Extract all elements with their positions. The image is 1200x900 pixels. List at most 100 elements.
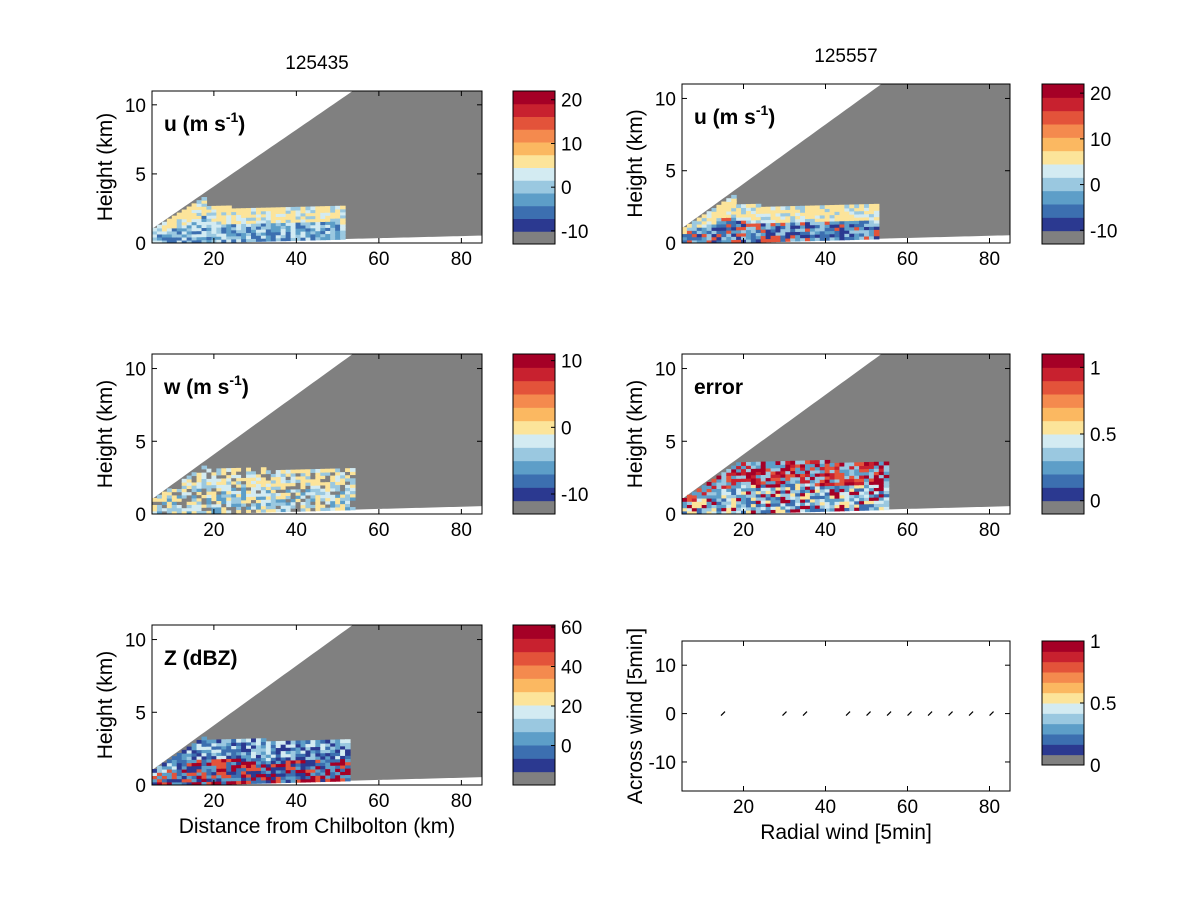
data-cell bbox=[839, 497, 845, 502]
data-cell bbox=[706, 236, 713, 241]
data-cell bbox=[315, 771, 321, 776]
data-cell bbox=[325, 478, 331, 483]
data-cell bbox=[824, 224, 831, 229]
data-cell bbox=[716, 236, 722, 241]
data-cell bbox=[255, 505, 262, 510]
data-cell bbox=[330, 224, 336, 228]
data-cell bbox=[780, 231, 786, 236]
x-tick-label: 60 bbox=[368, 520, 389, 541]
data-cell bbox=[280, 210, 287, 214]
data-cell bbox=[325, 739, 331, 744]
colorbar-swatch bbox=[1042, 164, 1084, 178]
data-cell bbox=[231, 493, 237, 498]
data-cell bbox=[878, 477, 885, 482]
data-cell bbox=[800, 237, 806, 242]
data-cell bbox=[196, 497, 203, 502]
data-cell bbox=[176, 759, 183, 764]
data-cell bbox=[181, 221, 188, 226]
data-cell bbox=[849, 465, 855, 470]
data-cell bbox=[186, 215, 193, 220]
data-cell bbox=[750, 509, 757, 514]
data-cell bbox=[320, 497, 326, 502]
data-cell bbox=[859, 204, 865, 209]
data-cell bbox=[201, 500, 208, 505]
data-cell bbox=[868, 487, 875, 492]
data-cell bbox=[246, 470, 252, 475]
data-cell bbox=[186, 236, 193, 241]
data-cell bbox=[161, 221, 168, 226]
data-cell bbox=[251, 773, 257, 778]
data-cell bbox=[755, 232, 762, 237]
data-cell bbox=[246, 499, 252, 504]
data-cell bbox=[721, 472, 727, 477]
data-cell bbox=[260, 467, 267, 472]
data-cell bbox=[849, 475, 855, 480]
data-cell bbox=[819, 488, 826, 493]
data-cell bbox=[315, 209, 321, 213]
data-cell bbox=[236, 764, 242, 769]
data-cell bbox=[800, 212, 806, 216]
data-cell bbox=[854, 487, 860, 492]
data-cell bbox=[280, 234, 287, 239]
data-cell bbox=[839, 491, 845, 496]
data-cell bbox=[706, 501, 713, 505]
data-cell bbox=[790, 206, 796, 210]
data-cell bbox=[196, 484, 203, 489]
data-cell bbox=[166, 775, 173, 780]
data-cell bbox=[186, 772, 193, 776]
data-cell bbox=[325, 742, 331, 747]
data-cell bbox=[265, 757, 272, 762]
data-cell bbox=[315, 507, 321, 512]
data-cell bbox=[345, 493, 351, 498]
data-cell bbox=[745, 232, 752, 237]
data-cell bbox=[325, 233, 331, 238]
data-cell bbox=[275, 741, 282, 745]
data-cell bbox=[731, 223, 737, 228]
data-cell bbox=[186, 756, 193, 760]
data-cell bbox=[255, 496, 262, 500]
data-cell bbox=[814, 227, 821, 232]
data-cell bbox=[231, 751, 237, 756]
data-cell bbox=[864, 484, 870, 489]
data-cell bbox=[839, 478, 845, 483]
data-cell bbox=[171, 498, 178, 502]
data-cell bbox=[181, 239, 188, 243]
data-cell bbox=[785, 508, 791, 513]
data-cell bbox=[721, 497, 727, 502]
data-cell bbox=[305, 759, 311, 764]
data-cell bbox=[221, 471, 227, 476]
data-cell bbox=[275, 769, 282, 774]
data-cell bbox=[750, 468, 757, 473]
data-cell bbox=[829, 469, 836, 474]
data-cell bbox=[275, 216, 282, 221]
data-cell bbox=[300, 237, 307, 241]
data-cell bbox=[246, 748, 252, 753]
data-cell bbox=[265, 747, 272, 752]
data-cell bbox=[300, 491, 307, 496]
data-cell bbox=[755, 229, 762, 234]
data-cell bbox=[834, 211, 841, 216]
data-cell bbox=[790, 486, 796, 491]
data-cell bbox=[834, 491, 841, 496]
data-cell bbox=[280, 476, 287, 481]
data-cell bbox=[864, 462, 870, 466]
data-cell bbox=[226, 471, 232, 476]
data-cell bbox=[731, 204, 737, 209]
data-cell bbox=[231, 780, 237, 785]
data-cell bbox=[814, 208, 821, 213]
data-cell bbox=[191, 236, 198, 241]
data-cell bbox=[196, 775, 203, 779]
data-cell bbox=[696, 507, 703, 512]
data-cell bbox=[275, 476, 282, 481]
data-cell bbox=[824, 495, 831, 499]
data-cell bbox=[780, 228, 786, 233]
data-cell bbox=[741, 232, 747, 237]
data-cell bbox=[280, 237, 287, 242]
data-cell bbox=[785, 489, 791, 494]
data-cell bbox=[211, 745, 217, 750]
data-cell bbox=[824, 488, 831, 493]
data-cell bbox=[246, 490, 252, 494]
data-cell bbox=[231, 477, 237, 482]
data-cell bbox=[231, 471, 237, 476]
